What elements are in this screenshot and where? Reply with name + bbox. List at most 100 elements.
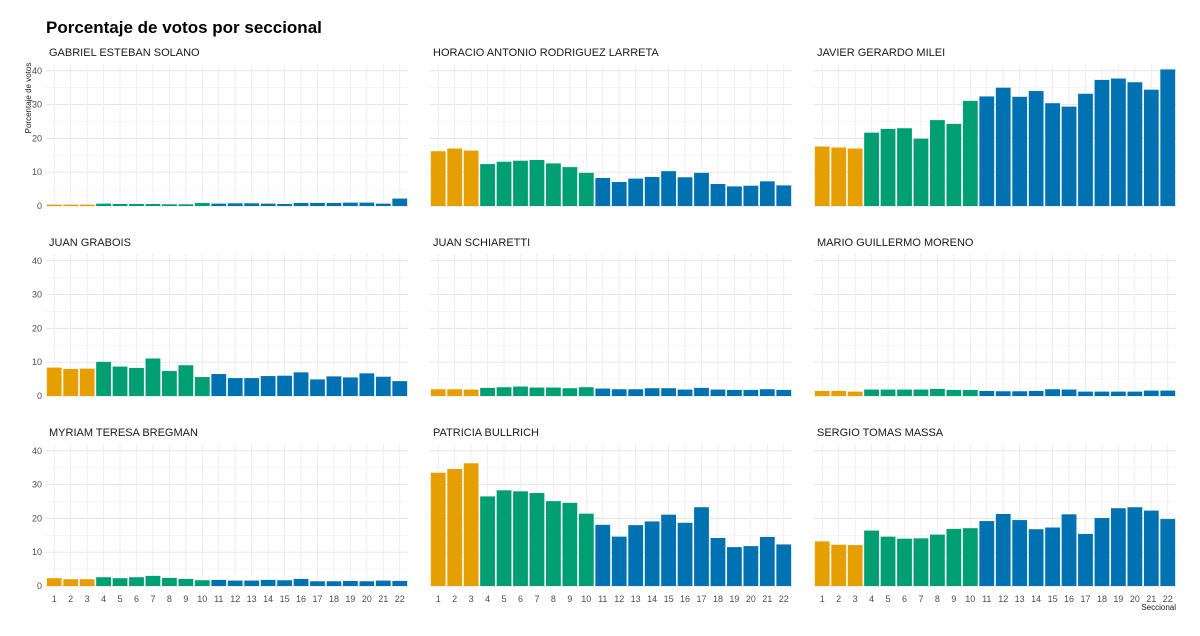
bar [930, 534, 945, 586]
bar [913, 538, 929, 586]
bar [1143, 510, 1159, 586]
y-tick-label: 40 [32, 66, 42, 76]
bar [293, 202, 309, 206]
x-tick-label: 19 [1113, 594, 1123, 604]
y-tick-label: 10 [32, 547, 42, 557]
bar [1028, 91, 1044, 206]
bar [392, 381, 408, 396]
bar [79, 368, 95, 396]
bar [864, 389, 879, 396]
bar [1012, 520, 1028, 586]
bar [1111, 391, 1126, 396]
bar [529, 160, 545, 206]
bar [46, 204, 62, 206]
x-tick-label: 21 [1146, 594, 1156, 604]
bar [814, 146, 830, 206]
bar [63, 579, 79, 586]
x-tick-label: 7 [534, 594, 539, 604]
x-tick-label: 13 [631, 594, 641, 604]
bar [392, 198, 408, 206]
bar [430, 151, 446, 206]
bar [776, 185, 792, 206]
bar [759, 536, 775, 586]
bar [1061, 389, 1077, 396]
bar [463, 463, 479, 586]
bar [1045, 103, 1060, 206]
bar [847, 545, 863, 586]
x-tick-label: 1 [436, 594, 441, 604]
bar [129, 203, 144, 206]
bar [513, 491, 528, 586]
bar [727, 186, 742, 206]
x-tick-label: 22 [1163, 594, 1173, 604]
bar [178, 365, 194, 396]
x-tick-label: 8 [935, 594, 940, 604]
bar [578, 172, 594, 206]
bar [880, 128, 896, 206]
bar [962, 528, 978, 586]
x-tick-label: 17 [1080, 594, 1090, 604]
bar [694, 172, 709, 206]
bar [930, 120, 945, 206]
x-tick-label: 20 [362, 594, 372, 604]
bar [326, 202, 342, 206]
x-tick-label: 19 [345, 594, 355, 604]
x-tick-label: 8 [551, 594, 556, 604]
x-tick-label: 2 [68, 594, 73, 604]
x-tick-label: 10 [581, 594, 591, 604]
y-tick-label: 40 [32, 256, 42, 266]
x-tick-label: 11 [598, 594, 607, 604]
x-tick-label: 11 [982, 594, 991, 604]
bar [211, 374, 227, 396]
x-tick-label: 16 [296, 594, 306, 604]
x-tick-label: 5 [886, 594, 891, 604]
bar [1028, 529, 1044, 586]
bar [480, 164, 495, 206]
bar [513, 160, 528, 206]
bar [244, 580, 260, 586]
bar [995, 513, 1011, 586]
bar [897, 128, 912, 206]
x-tick-label: 18 [1097, 594, 1107, 604]
x-tick-label: 4 [485, 594, 490, 604]
bar [962, 389, 978, 396]
bar [694, 387, 709, 396]
panel-title: JUAN GRABOIS [49, 237, 131, 249]
bar [162, 204, 177, 206]
bar [112, 578, 128, 586]
y-tick-label: 30 [32, 480, 42, 490]
x-tick-label: 3 [85, 594, 90, 604]
bar [96, 361, 111, 396]
bar [694, 507, 709, 586]
bar [359, 581, 375, 586]
bar [359, 202, 375, 206]
x-tick-label: 5 [118, 594, 123, 604]
y-tick-label: 0 [37, 581, 42, 591]
x-tick-label: 9 [183, 594, 188, 604]
x-tick-label: 18 [713, 594, 723, 604]
bar [178, 204, 194, 206]
bar [227, 378, 243, 396]
bar [913, 389, 929, 396]
x-tick-label: 2 [452, 594, 457, 604]
bar [831, 147, 847, 206]
bar [1078, 391, 1093, 396]
x-tick-label: 6 [902, 594, 907, 604]
bar [260, 203, 276, 206]
bar [326, 376, 342, 396]
panel-title: JAVIER GERARDO MILEI [817, 47, 945, 59]
y-axis-title: Porcentaje de votos [24, 63, 33, 134]
bar [946, 123, 962, 206]
x-tick-label: 6 [518, 594, 523, 604]
bar [1094, 79, 1110, 206]
bar [145, 203, 161, 206]
bar [145, 358, 161, 396]
bar [546, 163, 561, 206]
bar [375, 580, 391, 586]
y-tick-label: 30 [32, 290, 42, 300]
x-tick-label: 17 [312, 594, 322, 604]
bar [211, 579, 227, 586]
bar [463, 150, 479, 206]
x-tick-label: 20 [746, 594, 756, 604]
